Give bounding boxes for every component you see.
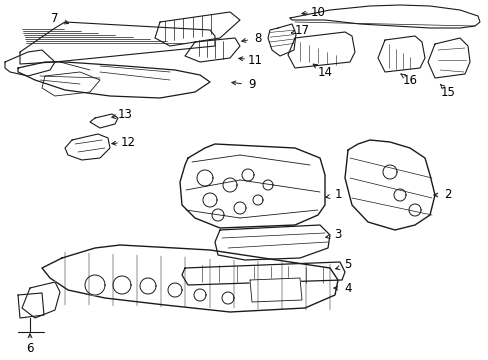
Text: 10: 10 <box>310 5 325 18</box>
Text: 2: 2 <box>443 189 451 202</box>
Polygon shape <box>393 189 405 201</box>
Polygon shape <box>65 134 110 160</box>
Polygon shape <box>222 292 234 304</box>
Text: 4: 4 <box>344 282 351 294</box>
Polygon shape <box>90 114 118 128</box>
Text: 16: 16 <box>402 73 417 86</box>
Text: 5: 5 <box>344 258 351 271</box>
Text: 8: 8 <box>254 31 261 45</box>
Polygon shape <box>234 202 245 214</box>
Polygon shape <box>382 165 396 179</box>
Polygon shape <box>345 140 434 230</box>
Polygon shape <box>5 50 55 76</box>
Text: 17: 17 <box>294 23 309 36</box>
Polygon shape <box>249 278 302 302</box>
Text: 14: 14 <box>317 66 332 78</box>
Text: 15: 15 <box>440 85 454 99</box>
Text: 12: 12 <box>120 135 135 148</box>
Polygon shape <box>252 195 263 205</box>
Polygon shape <box>377 36 424 72</box>
Polygon shape <box>184 38 240 62</box>
Polygon shape <box>212 209 224 221</box>
Polygon shape <box>140 278 156 294</box>
Text: 1: 1 <box>334 189 341 202</box>
Polygon shape <box>182 262 345 285</box>
Polygon shape <box>113 276 131 294</box>
Polygon shape <box>287 32 354 68</box>
Polygon shape <box>215 225 329 260</box>
Polygon shape <box>263 180 272 190</box>
Polygon shape <box>203 193 217 207</box>
Polygon shape <box>22 282 60 318</box>
Text: 11: 11 <box>247 54 262 67</box>
Polygon shape <box>155 12 240 46</box>
Polygon shape <box>242 169 253 181</box>
Polygon shape <box>223 178 237 192</box>
Polygon shape <box>289 5 479 28</box>
Polygon shape <box>427 38 469 78</box>
Text: 9: 9 <box>248 78 255 91</box>
Polygon shape <box>197 170 213 186</box>
Polygon shape <box>267 24 295 56</box>
Polygon shape <box>18 62 209 98</box>
Polygon shape <box>180 144 325 228</box>
Polygon shape <box>42 245 337 312</box>
Polygon shape <box>85 275 105 295</box>
Text: 6: 6 <box>26 342 34 355</box>
Text: 7: 7 <box>51 12 59 24</box>
Text: 3: 3 <box>334 229 341 242</box>
Polygon shape <box>168 283 182 297</box>
Text: 13: 13 <box>117 108 132 122</box>
Polygon shape <box>20 22 215 64</box>
Polygon shape <box>408 204 420 216</box>
Polygon shape <box>194 289 205 301</box>
